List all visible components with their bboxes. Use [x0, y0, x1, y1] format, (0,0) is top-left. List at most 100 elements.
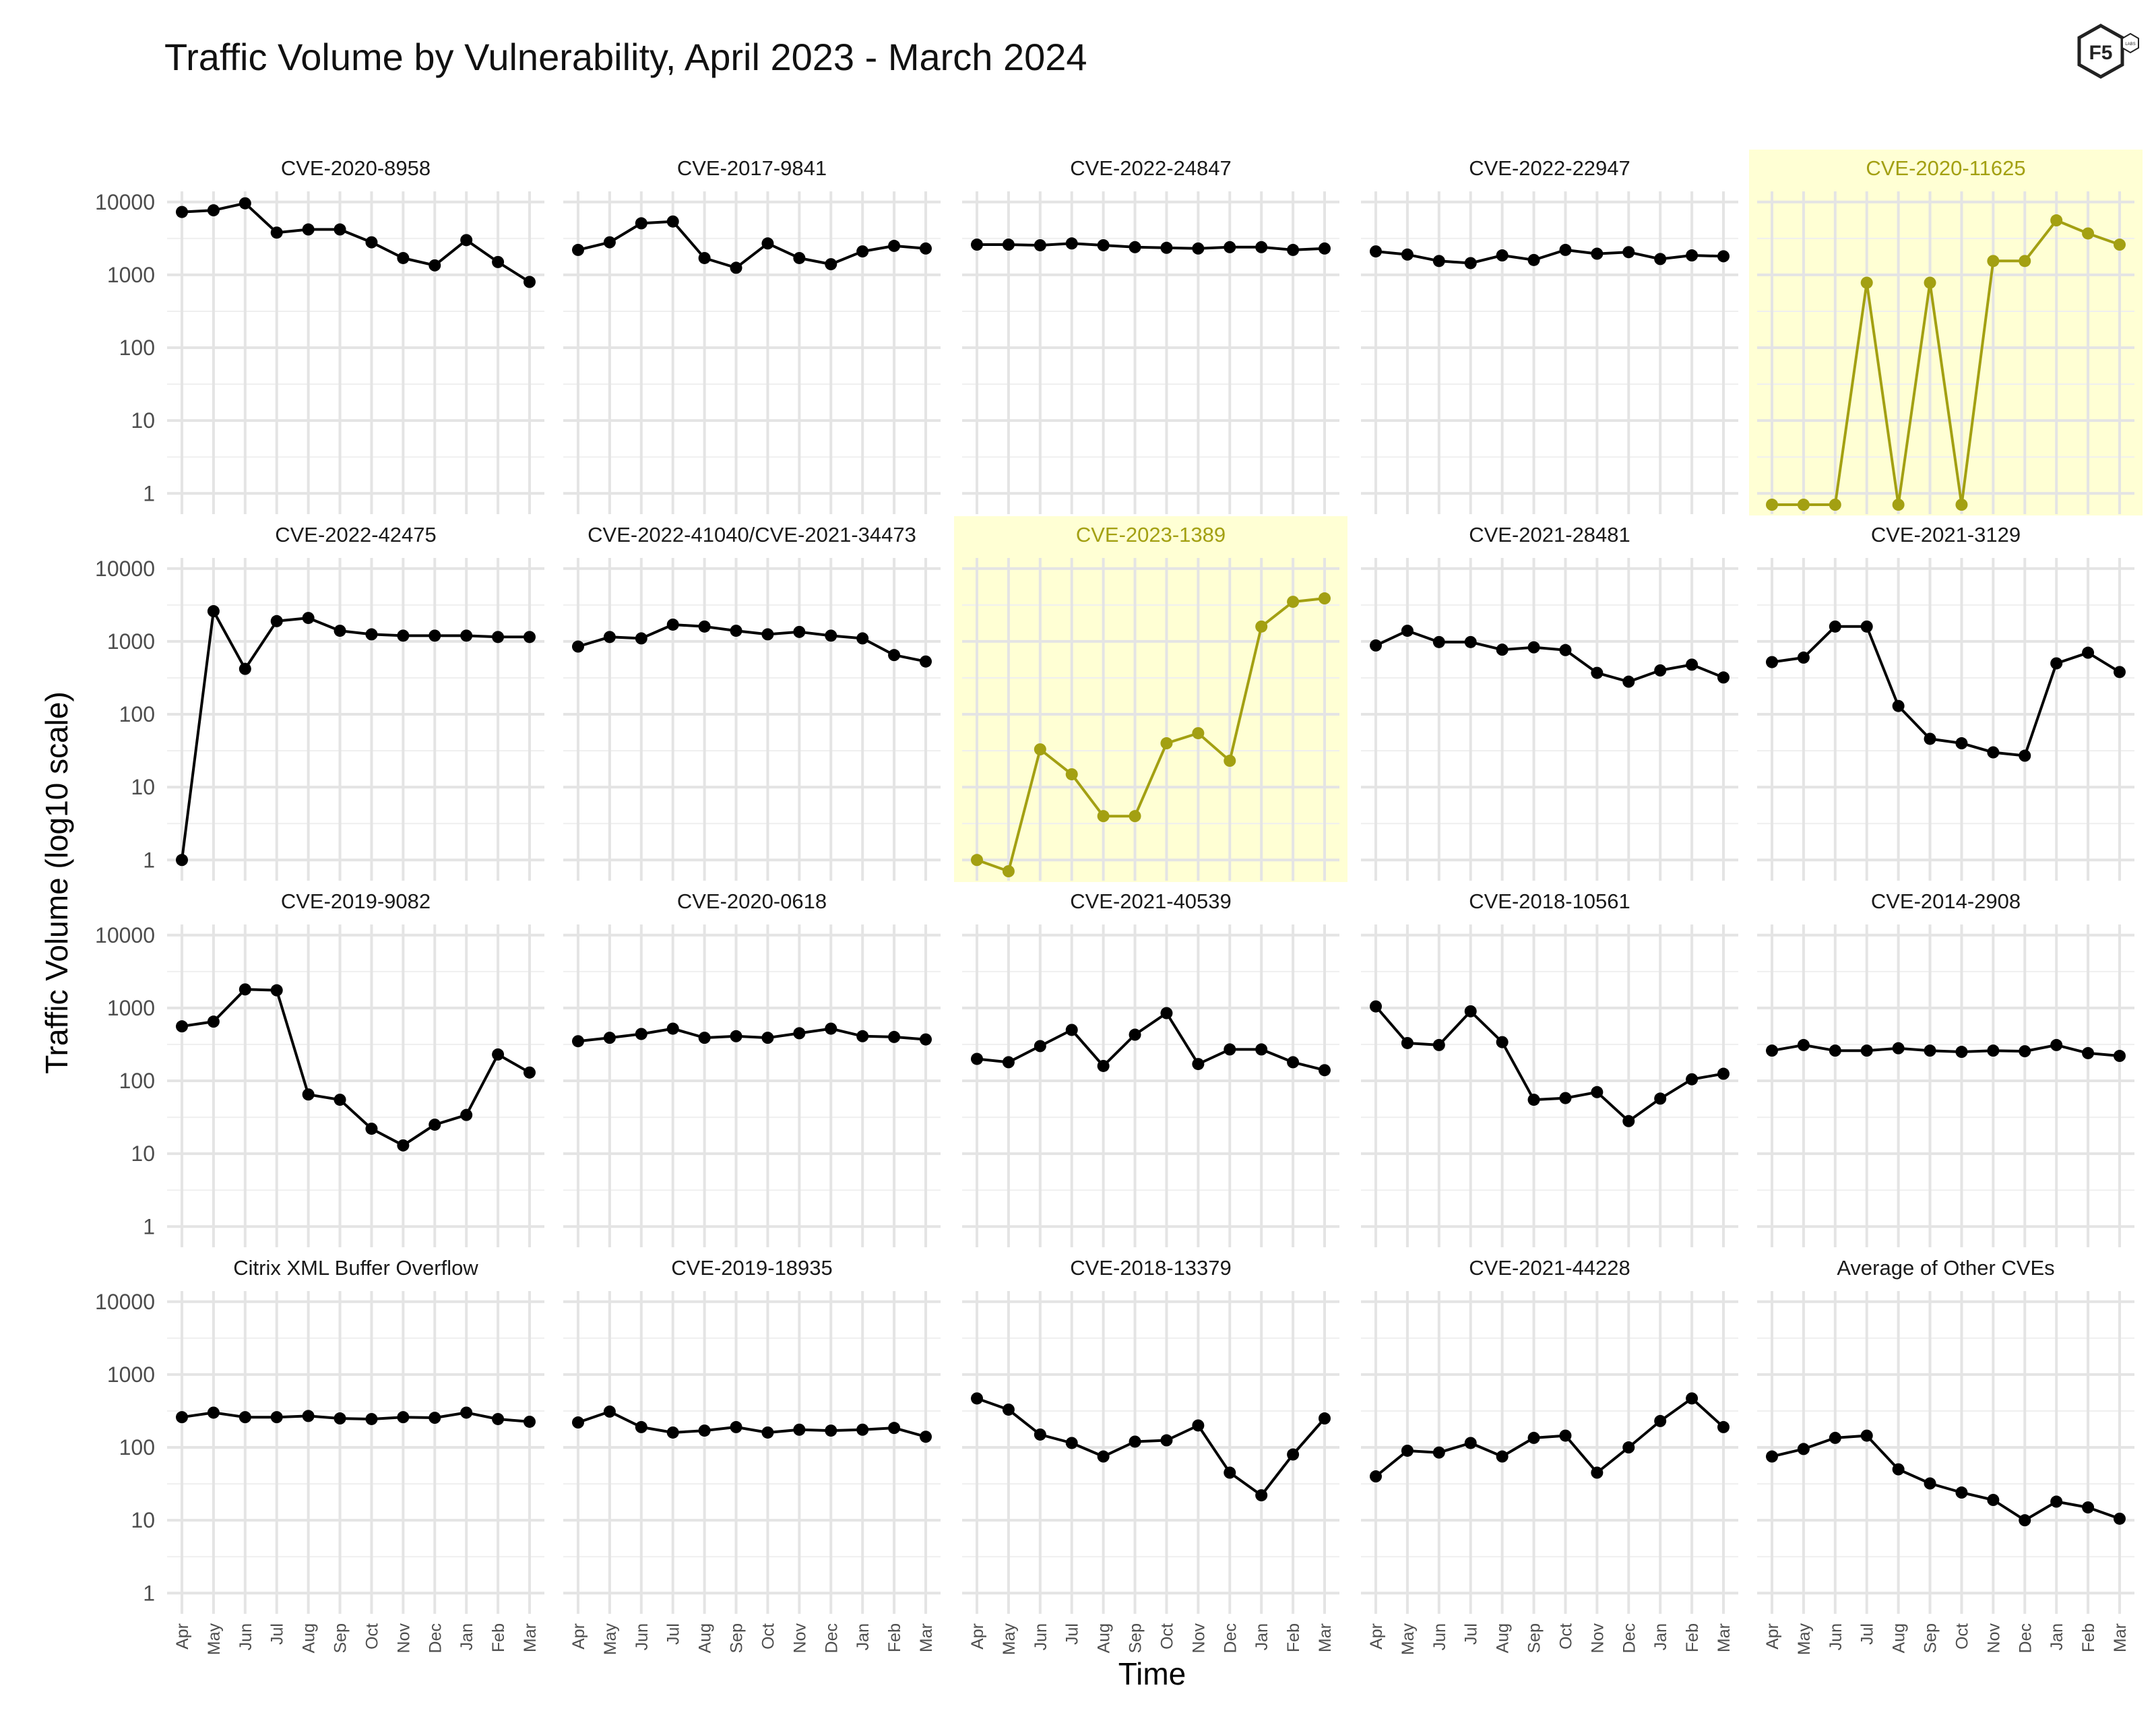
data-point — [1464, 635, 1477, 648]
data-point — [761, 237, 774, 250]
x-tick-label: Mar — [917, 1623, 936, 1652]
data-point — [698, 1032, 711, 1044]
panel-citrix-xml-buffer-overflow: Citrix XML Buffer Overflow 1 10 100 1000 1000… — [95, 1256, 544, 1655]
x-tick-label: Feb — [489, 1623, 508, 1652]
data-point — [1401, 1444, 1414, 1457]
panel-cve-2022-24847: CVE-2022-24847 — [962, 156, 1339, 514]
y-tick-label: 1000 — [107, 263, 155, 287]
data-point — [1002, 1403, 1015, 1416]
panel-cve-2018-13379: CVE-2018-13379 Apr May Jun Jul Aug Sep Oct Nov De… — [962, 1256, 1339, 1655]
data-point — [2019, 1045, 2031, 1058]
x-tick-label: Nov — [790, 1623, 809, 1654]
series-line — [181, 610, 530, 860]
data-point — [1319, 242, 1331, 255]
data-point — [1065, 1024, 1078, 1036]
data-point — [1160, 1007, 1173, 1020]
panel-cve-2019-9082: CVE-2019-9082 1 10 100 1000 10000 — [95, 889, 544, 1247]
x-tick-label: Aug — [1494, 1623, 1513, 1653]
x-tick-label: May — [1000, 1623, 1019, 1656]
data-point — [1797, 651, 1810, 664]
data-point — [698, 1424, 711, 1437]
data-point — [666, 1426, 679, 1439]
x-tick-label: Sep — [331, 1623, 350, 1653]
data-point — [1002, 239, 1015, 251]
data-point — [2050, 214, 2063, 227]
x-tick-label: Sep — [1127, 1623, 1145, 1653]
panel-title: CVE-2019-18935 — [671, 1256, 833, 1280]
data-point — [1065, 237, 1078, 250]
data-point — [730, 625, 742, 637]
panel-title: CVE-2021-28481 — [1469, 523, 1630, 546]
panel-title: CVE-2022-41040/CVE-2021-34473 — [588, 523, 916, 546]
data-point — [666, 1022, 679, 1035]
x-tick-label: Aug — [696, 1623, 715, 1653]
data-point — [2114, 1512, 2126, 1525]
panel-title: CVE-2018-10561 — [1469, 889, 1630, 913]
x-tick-label: Feb — [2079, 1623, 2098, 1652]
data-point — [1065, 1437, 1078, 1449]
x-tick-label: Nov — [394, 1623, 413, 1654]
data-point — [1987, 746, 2000, 759]
data-point — [270, 984, 283, 997]
data-point — [1160, 241, 1173, 254]
data-point — [1192, 1058, 1205, 1071]
data-point — [1287, 596, 1300, 608]
data-point — [1892, 499, 1905, 511]
data-point — [207, 605, 220, 618]
data-point — [334, 625, 346, 637]
panel-title: CVE-2014-2908 — [1871, 889, 2021, 913]
panel-title: CVE-2020-11625 — [1866, 156, 2025, 180]
data-point — [793, 625, 806, 638]
data-point — [666, 618, 679, 631]
data-point — [1622, 1115, 1635, 1127]
data-point — [429, 259, 441, 272]
data-point — [1401, 1036, 1414, 1049]
data-point — [1622, 1441, 1635, 1454]
data-point — [856, 1423, 869, 1436]
data-point — [1559, 1092, 1572, 1104]
data-point — [1717, 671, 1730, 684]
data-point — [2050, 1038, 2063, 1051]
data-point — [239, 1411, 251, 1424]
x-tick-label: Aug — [1095, 1623, 1114, 1653]
data-point — [1224, 241, 1236, 253]
panel-cve-2021-3129: CVE-2021-3129 — [1757, 523, 2134, 881]
series-line — [1375, 248, 1724, 265]
y-tick-label: 1000 — [107, 629, 155, 654]
data-point — [365, 1123, 378, 1135]
data-point — [1319, 1412, 1331, 1425]
data-point — [1686, 1392, 1699, 1405]
series-line — [1374, 1005, 1724, 1123]
data-point — [603, 631, 616, 644]
panel-title: CVE-2020-0618 — [677, 889, 827, 913]
panel-title: Citrix XML Buffer Overflow — [233, 1256, 478, 1280]
data-point — [1464, 257, 1477, 270]
data-point — [1255, 620, 1268, 633]
data-point — [1591, 1086, 1604, 1098]
y-tick-label: 10 — [131, 1508, 155, 1532]
data-point — [207, 1015, 220, 1028]
data-point — [1527, 1431, 1540, 1444]
data-point — [334, 1412, 346, 1425]
panel-title: CVE-2018-13379 — [1070, 1256, 1232, 1280]
data-point — [1129, 241, 1141, 253]
x-tick-label: Dec — [426, 1623, 445, 1653]
data-point — [2019, 1514, 2031, 1527]
data-point — [1591, 247, 1604, 260]
data-point — [397, 251, 410, 264]
data-point — [793, 1423, 806, 1436]
data-point — [1401, 248, 1414, 261]
data-point — [176, 206, 188, 218]
data-point — [730, 1030, 742, 1042]
panel-cve-2022-42475: CVE-2022-42475 1 10 100 1000 10000 — [95, 523, 544, 881]
data-point — [1370, 639, 1382, 652]
data-point — [1717, 250, 1730, 263]
x-tick-label: Sep — [1922, 1623, 1940, 1653]
data-point — [2019, 255, 2031, 268]
logo-subtext: LABS — [2125, 42, 2135, 46]
data-point — [397, 629, 410, 642]
data-point — [1224, 1043, 1236, 1056]
panel-title: CVE-2023-1389 — [1076, 523, 1226, 546]
data-point — [1797, 499, 1810, 511]
